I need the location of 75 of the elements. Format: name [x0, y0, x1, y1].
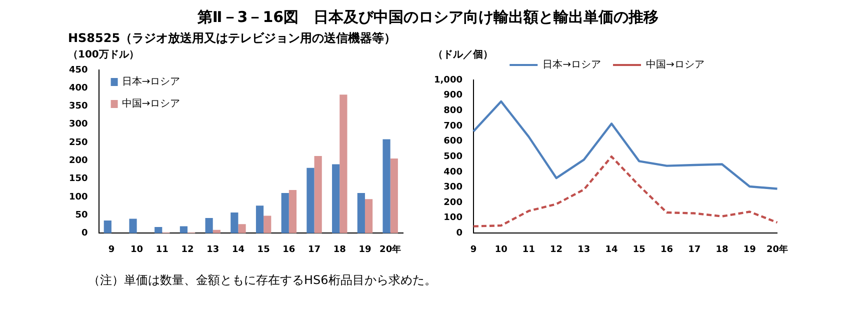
bar [364, 199, 373, 234]
x-tick-label: 11 [522, 244, 535, 255]
bar [154, 227, 162, 234]
x-tick-label: 13 [206, 244, 220, 255]
y-tick-label: 600 [444, 136, 462, 147]
y-tick-label: 0 [456, 228, 462, 239]
bar [256, 206, 264, 234]
bar [212, 230, 220, 234]
y-tick-label: 500 [444, 152, 462, 162]
line-series [472, 156, 778, 228]
x-tick-label: 9 [108, 244, 115, 255]
y-tick-label: 200 [68, 156, 88, 166]
y-axis-title: （ドル／個） [433, 48, 493, 61]
bar [104, 220, 112, 234]
y-tick-label: 0 [82, 228, 88, 239]
x-tick-label: 17 [688, 244, 701, 255]
x-tick-label: 15 [257, 244, 270, 255]
y-tick-label: 700 [444, 121, 462, 132]
legend-label: 日本→ロシア [542, 58, 602, 71]
y-tick-label: 150 [68, 174, 88, 184]
bar [390, 158, 398, 234]
x-tick-label: 16 [282, 244, 296, 255]
legend-label: 日本→ロシア [122, 76, 180, 88]
x-tick-label: 19 [358, 244, 372, 255]
x-tick-label: 13 [578, 244, 590, 255]
y-tick-label: 400 [444, 167, 462, 178]
y-tick-label: 1,000 [434, 75, 462, 86]
x-tick-label: 11 [156, 244, 168, 255]
x-tick-label: 19 [743, 244, 756, 255]
x-tick-label: 20年 [766, 244, 788, 255]
x-tick-label: 10 [494, 244, 508, 255]
bar [332, 164, 340, 234]
y-tick-label: 800 [444, 106, 462, 116]
y-tick-label: 300 [444, 182, 462, 193]
legend-label: 中国→ロシア [646, 58, 704, 71]
x-tick-label: 17 [308, 244, 321, 255]
bar [340, 94, 348, 234]
x-tick-label: 20年 [380, 244, 402, 255]
y-tick-label: 100 [444, 213, 462, 224]
x-tick-label: 18 [333, 244, 346, 255]
x-tick-label: 10 [130, 244, 144, 255]
bar [264, 216, 272, 234]
x-tick-label: 15 [632, 244, 646, 255]
bar [238, 224, 246, 234]
bar [180, 226, 188, 234]
chart-title: 第Ⅱ－3－16図 日本及び中国のロシア向け輸出額と輸出単価の推移 [196, 8, 660, 28]
y-tick-label: 400 [68, 83, 88, 94]
y-tick-label: 300 [68, 120, 88, 130]
chart-subtitle: HS8525（ラジオ放送用又はテレビジョン用の送信機器等） [68, 30, 398, 47]
bar [382, 139, 390, 234]
x-tick-label: 16 [660, 244, 674, 255]
x-tick-label: 14 [605, 244, 618, 255]
bar [129, 218, 137, 234]
x-tick-label: 12 [550, 244, 563, 255]
y-tick-label: 900 [444, 90, 462, 101]
bar [306, 168, 314, 234]
y-tick-label: 200 [444, 198, 462, 208]
x-tick-label: 18 [716, 244, 728, 255]
legend-label: 中国→ロシア [122, 98, 180, 110]
y-tick-label: 450 [68, 65, 88, 76]
bar [357, 192, 365, 234]
x-tick-label: 12 [181, 244, 194, 255]
y-tick-label: 350 [68, 102, 88, 112]
y-tick-label: 50 [75, 210, 88, 220]
bar [230, 212, 238, 234]
y-axis-title: （100万ドル） [68, 50, 139, 61]
x-tick-label: 14 [232, 244, 244, 255]
bar [205, 218, 213, 234]
bar [314, 156, 322, 234]
bar [281, 192, 289, 234]
bar [288, 190, 297, 234]
text: （注）単価は数量、金額ともに存在するHS6桁品目から求めた。 [88, 272, 438, 289]
y-tick-label: 100 [68, 192, 88, 202]
y-tick-label: 250 [68, 138, 88, 148]
x-tick-label: 9 [470, 244, 477, 255]
